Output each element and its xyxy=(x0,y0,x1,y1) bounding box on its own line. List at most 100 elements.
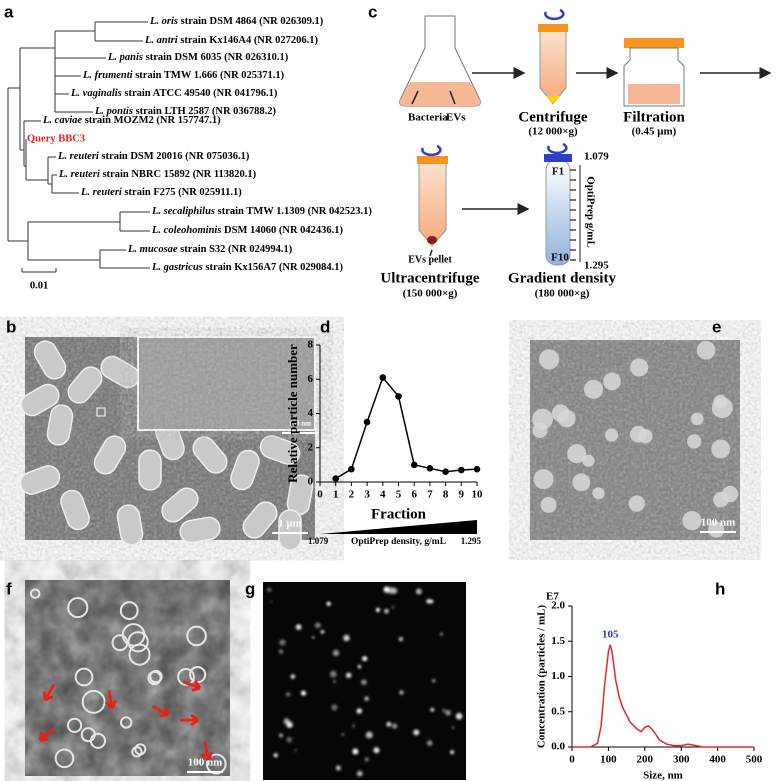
vesicle xyxy=(605,428,619,442)
density-label: OptiPrep density, g/mL xyxy=(351,537,446,547)
particle xyxy=(362,656,368,662)
panel-label: f xyxy=(6,579,12,598)
bacterium xyxy=(242,501,278,539)
species-name: L. gastricus xyxy=(151,262,203,273)
vesicle xyxy=(54,748,75,769)
arrow xyxy=(180,713,199,727)
bacterium xyxy=(60,489,90,531)
scale-label: 0.01 xyxy=(30,280,48,291)
species-name: L. vaginalis xyxy=(70,88,122,99)
particle xyxy=(364,696,369,701)
y-axis-label: Concentration (particles / mL) xyxy=(536,605,548,749)
vesicle xyxy=(119,716,133,729)
particle xyxy=(278,733,283,738)
particle xyxy=(357,664,362,669)
particle xyxy=(386,721,392,727)
workflow-label: Ultracentrifuge xyxy=(380,270,479,286)
x-tick-label: 3 xyxy=(364,489,370,501)
arrow xyxy=(182,680,202,692)
x-tick-label: 0 xyxy=(317,489,323,501)
bacterium xyxy=(19,465,61,495)
density-start: 1.079 xyxy=(308,536,329,546)
workflow-label: EVs xyxy=(446,112,466,124)
strain-name: strain DSM 20016 (NR 075036.1) xyxy=(101,151,249,162)
strain-name: strain Kx146A4 (NR 027206.1) xyxy=(180,35,318,46)
vesicle xyxy=(713,491,729,508)
strain-name: strain ATCC 49540 (NR 041796.1) xyxy=(124,88,277,99)
vesicle xyxy=(630,358,649,377)
particle xyxy=(286,736,292,743)
vesicle xyxy=(696,340,716,360)
species-name: L. panis xyxy=(107,52,143,63)
vesicle xyxy=(134,743,147,756)
vesicle xyxy=(713,394,728,409)
peak-label: 105 xyxy=(602,628,619,640)
tree-leaf: L. antri strain Kx146A4 (NR 027206.1) xyxy=(144,35,318,46)
vesicle xyxy=(81,689,106,714)
data-point xyxy=(410,461,418,469)
workflow-label: (180 000×g) xyxy=(535,288,590,300)
bacterium xyxy=(20,383,60,417)
strain-name: strain TMW 1.1309 (NR 042523.1) xyxy=(218,206,373,217)
particle xyxy=(361,679,367,685)
vesicle xyxy=(628,495,645,512)
particle xyxy=(373,747,380,754)
density-axis-label: OptiPrep g/mL xyxy=(584,176,596,248)
vesicle xyxy=(186,625,207,647)
particle xyxy=(399,690,404,695)
particle xyxy=(431,678,436,683)
x-axis-label: Fraction xyxy=(371,506,427,522)
species-name: L. secaliphilus xyxy=(151,206,215,217)
workflow-drawings xyxy=(399,8,772,266)
species-name: L. reuteri xyxy=(58,169,100,180)
particle xyxy=(341,733,345,736)
workflow-label: (12 000×g) xyxy=(528,126,578,138)
particle xyxy=(335,765,341,771)
data-point xyxy=(442,468,449,476)
vesicle xyxy=(66,717,83,733)
particle xyxy=(426,740,433,746)
tree-leaf: L. frumenti strain TMW 1.666 (NR 025371.… xyxy=(82,70,285,81)
bacterium xyxy=(230,449,260,491)
data-point xyxy=(363,418,371,426)
particle xyxy=(365,731,373,739)
vesicle xyxy=(29,588,41,599)
density-wedge xyxy=(320,520,477,534)
y-tick-label: 4 xyxy=(308,407,314,419)
particle xyxy=(279,639,286,646)
vesicle xyxy=(119,601,139,620)
workflow-label: Centrifuge xyxy=(518,109,587,125)
tree-leaf: L. reuteri strain F275 (NR 025911.1) xyxy=(80,187,242,198)
y-tick-label: 0 xyxy=(308,476,314,488)
particle xyxy=(286,721,293,728)
particle xyxy=(450,750,455,755)
vesicle xyxy=(532,408,554,430)
vesicle xyxy=(551,404,570,422)
x-tick-label: 6 xyxy=(411,489,417,501)
particle xyxy=(331,704,338,711)
vesicle xyxy=(89,732,106,749)
x-axis-label: Size, nm xyxy=(643,770,683,781)
vesicle xyxy=(711,439,731,459)
workflow-label: (150 000×g) xyxy=(403,288,458,300)
vesicle xyxy=(603,372,621,391)
strain-name: DSM 14060 (NR 042436.1) xyxy=(224,225,343,236)
micrographs xyxy=(19,336,740,780)
particle xyxy=(312,636,315,639)
panel-label: d xyxy=(320,317,330,336)
particle xyxy=(430,707,435,712)
tree-leaf: L. vaginalis strain ATCC 49540 (NR 04179… xyxy=(70,88,278,99)
particle xyxy=(375,607,380,612)
workflow-label: F1 xyxy=(552,166,564,178)
density-end: 1.295 xyxy=(461,536,482,546)
bacterium xyxy=(192,436,228,474)
tree-leaf: L. pontis strain LTH 2587 (NR 036788.2) xyxy=(94,106,277,117)
bacterium xyxy=(259,435,301,465)
workflow-label: Filtration xyxy=(623,109,685,125)
particle xyxy=(329,670,337,678)
particle xyxy=(356,708,363,714)
particle xyxy=(294,749,297,752)
species-name: L. caviae xyxy=(42,115,82,126)
panel-label: a xyxy=(4,2,14,21)
data-point xyxy=(332,475,340,482)
